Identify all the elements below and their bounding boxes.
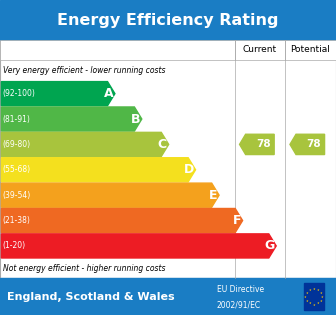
Text: E: E [209, 189, 217, 202]
Text: Energy Efficiency Rating: Energy Efficiency Rating [57, 13, 279, 27]
Text: D: D [183, 163, 194, 176]
Text: EU Directive: EU Directive [217, 285, 264, 294]
Text: ★: ★ [320, 299, 323, 302]
Bar [304, 283, 324, 310]
Polygon shape [1, 158, 196, 182]
Text: England, Scotland & Wales: England, Scotland & Wales [7, 292, 174, 301]
Text: 78: 78 [256, 140, 270, 149]
Text: ★: ★ [304, 295, 307, 299]
Bar [0, 0, 336, 40]
Text: Very energy efficient - lower running costs: Very energy efficient - lower running co… [3, 66, 166, 75]
Text: G: G [264, 239, 275, 252]
Text: (92-100): (92-100) [3, 89, 36, 98]
Text: ★: ★ [317, 288, 320, 292]
Text: F: F [233, 214, 241, 227]
Text: (39-54): (39-54) [3, 191, 31, 200]
Text: 78: 78 [306, 140, 321, 149]
Text: (81-91): (81-91) [3, 115, 31, 123]
Text: ★: ★ [321, 295, 324, 299]
Text: ★: ★ [305, 299, 308, 302]
Polygon shape [1, 132, 169, 157]
Text: Not energy efficient - higher running costs: Not energy efficient - higher running co… [3, 264, 166, 273]
Text: B: B [131, 112, 140, 125]
Text: ★: ★ [308, 301, 311, 306]
Text: C: C [158, 138, 167, 151]
Text: Current: Current [243, 45, 277, 54]
Text: ★: ★ [317, 301, 320, 306]
Bar [235, 40, 285, 60]
Polygon shape [1, 183, 219, 207]
Text: A: A [103, 87, 113, 100]
Text: Potential: Potential [290, 45, 330, 54]
Text: ★: ★ [308, 288, 311, 292]
Polygon shape [290, 134, 325, 155]
Bar [0, 40, 235, 60]
Polygon shape [1, 234, 276, 258]
Text: (1-20): (1-20) [3, 241, 26, 250]
Bar [0, 278, 336, 315]
Text: (55-68): (55-68) [3, 165, 31, 174]
Text: (69-80): (69-80) [3, 140, 31, 149]
Bar [285, 40, 336, 60]
Text: ★: ★ [320, 291, 323, 295]
Polygon shape [1, 82, 115, 106]
Text: (21-38): (21-38) [3, 216, 31, 225]
Bar [0, 40, 336, 278]
Polygon shape [240, 134, 274, 155]
Text: ★: ★ [313, 302, 316, 306]
Polygon shape [1, 209, 243, 232]
Text: 2002/91/EC: 2002/91/EC [217, 300, 261, 309]
Polygon shape [1, 107, 142, 131]
Text: ★: ★ [305, 291, 308, 295]
Text: ★: ★ [313, 287, 316, 291]
